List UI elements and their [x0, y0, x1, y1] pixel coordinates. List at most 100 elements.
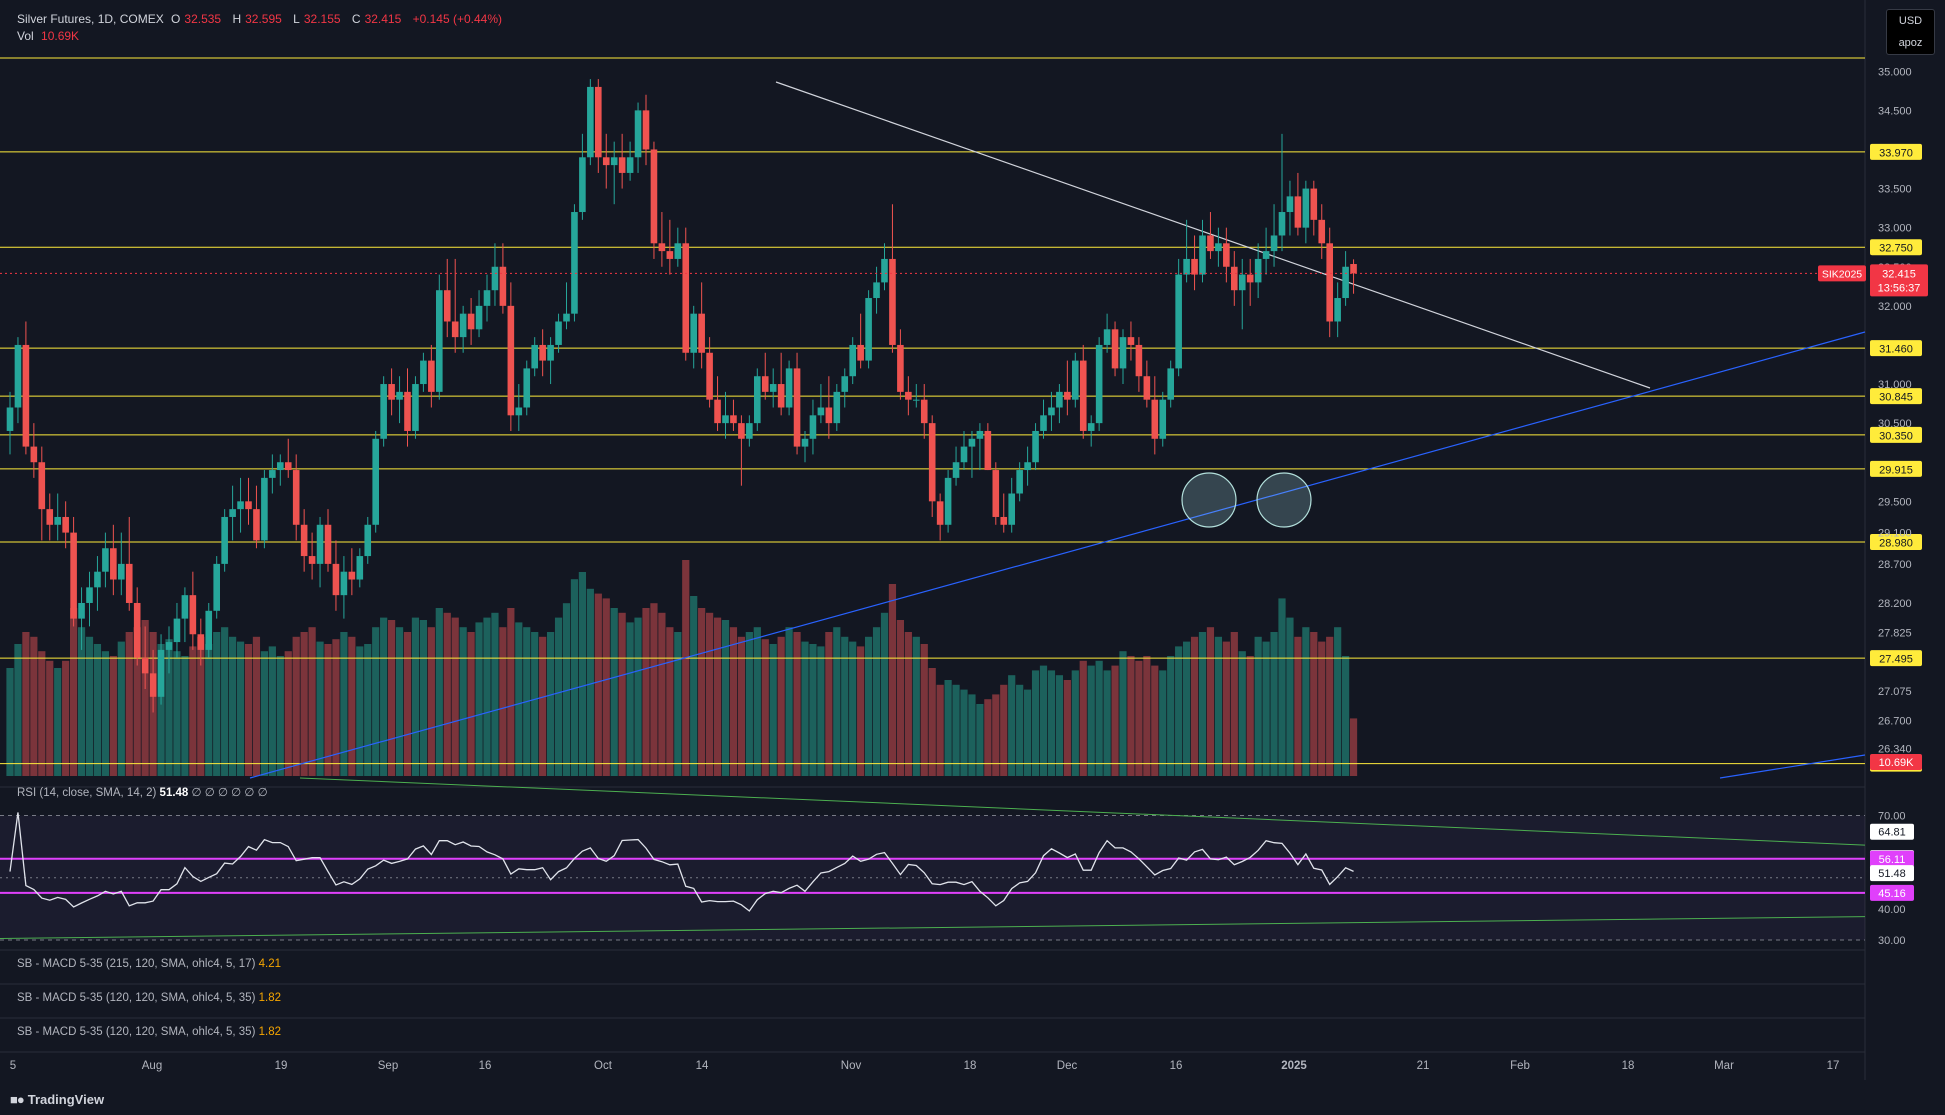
volume-bar — [610, 608, 618, 776]
volume-bar — [650, 603, 658, 776]
symbol-tag — [1818, 265, 1866, 282]
volume-bar — [602, 598, 610, 776]
candle-body — [1087, 423, 1095, 431]
price-tick-label: 31.000 — [1878, 379, 1912, 391]
rsi-legend[interactable]: RSI (14, close, SMA, 14, 2) 51.48 ∅ ∅ ∅ … — [17, 785, 268, 799]
candle-body — [364, 524, 372, 557]
symbol-tag-label: SIK2025 — [1822, 268, 1862, 280]
volume-bar — [690, 596, 698, 776]
volume-bar — [403, 632, 412, 776]
candle-body — [396, 391, 403, 400]
candle-body — [1040, 415, 1047, 431]
volume-bar — [578, 572, 586, 776]
level-tag — [1870, 388, 1922, 405]
rsi-name: RSI (14, close, SMA, 14, 2) — [17, 787, 157, 799]
volume-bar — [1214, 636, 1222, 776]
candle-body — [642, 110, 650, 150]
candle-body — [1270, 235, 1278, 252]
candle-body — [372, 438, 379, 525]
macd-legend-3[interactable]: SB - MACD 5-35 (120, 120, SMA, ohlc4, 5,… — [17, 1026, 281, 1038]
volume-bar — [769, 644, 777, 776]
candle-body — [610, 157, 618, 166]
volume-bar — [761, 639, 769, 776]
candle-body — [682, 243, 690, 353]
candle-body — [761, 376, 769, 392]
highlight-circles[interactable] — [1181, 472, 1312, 528]
candle-body — [865, 298, 872, 361]
currency-box[interactable]: USD apoz — [1886, 9, 1935, 55]
tradingview-logo[interactable]: ■● TradingView — [10, 1092, 104, 1107]
price-tick-label: 28.700 — [1878, 559, 1912, 571]
volume-tag-label: 10.69K — [1879, 757, 1915, 769]
volume-bar — [1238, 651, 1246, 776]
candle-body — [650, 149, 658, 244]
volume-bar — [197, 636, 205, 776]
candle-body — [1350, 264, 1357, 274]
candle-body — [62, 516, 69, 533]
candle-body — [300, 524, 308, 557]
rsi-value-tag — [1870, 884, 1914, 901]
volume-bar — [539, 636, 547, 776]
volume-bar — [952, 684, 960, 776]
volume-bar — [125, 632, 133, 776]
candle-body — [1238, 274, 1246, 291]
candle-body — [602, 157, 610, 166]
candle-body — [237, 501, 244, 510]
volume-bar — [1103, 670, 1111, 776]
volume-bar — [984, 699, 992, 776]
volume-bar — [46, 660, 54, 776]
price-tick-label: 26.700 — [1878, 715, 1912, 727]
candle-body — [1334, 298, 1341, 322]
time-axis[interactable]: 5 Aug 19 Sep 16 Oct 14 Nov 18 Dec 16 2025 21 Feb 18 Mar… — [10, 1060, 1840, 1072]
level-tag-label: 30.845 — [1879, 392, 1913, 404]
candle-body — [14, 344, 22, 408]
rsi-line — [9, 812, 1354, 912]
macd-value: 1.82 — [258, 992, 282, 1004]
volume-bar — [308, 627, 316, 776]
candle-body — [420, 360, 427, 385]
price-axis[interactable]: 35.00034.50033.50033.00032.50032.00031.0… — [0, 66, 1928, 770]
candle-body — [451, 321, 459, 338]
volume-bar — [1143, 656, 1151, 776]
volume-bar — [1055, 675, 1063, 776]
candle-body — [1215, 243, 1222, 252]
volume-bar — [54, 668, 62, 776]
time-tick-label: 18 — [1622, 1060, 1635, 1072]
volume-bar — [1206, 627, 1215, 776]
volume-bar — [1167, 656, 1175, 776]
volume-bar — [252, 636, 261, 776]
macd-legend-2[interactable]: SB - MACD 5-35 (120, 120, SMA, ohlc4, 5,… — [17, 992, 281, 1004]
volume-header: Vol 10.69K — [17, 29, 83, 43]
volume-bar — [276, 656, 284, 776]
candle-body — [459, 313, 467, 338]
candle-body — [1159, 399, 1167, 439]
candle-body — [165, 642, 173, 650]
volume-bar — [872, 627, 881, 776]
volume-bar — [411, 617, 420, 776]
volume-bar — [133, 627, 141, 776]
trend-lines[interactable] — [249, 81, 1866, 779]
volume-bar — [809, 644, 817, 776]
candle-body — [78, 602, 85, 619]
rsi-value-tag-label: 51.48 — [1878, 868, 1906, 880]
volume-bar — [849, 641, 857, 776]
macd-legend-1[interactable]: SB - MACD 5-35 (215, 120, SMA, ohlc4, 5,… — [17, 958, 281, 970]
c-label: C — [351, 12, 361, 26]
candle-body — [1008, 493, 1015, 525]
price-tag-label: 32.415 — [1882, 268, 1916, 280]
time-tick-label: Aug — [142, 1060, 162, 1072]
rsi-value-tag — [1870, 850, 1914, 867]
rsi-value-tag — [1870, 865, 1914, 882]
candle-body — [213, 563, 220, 611]
candle-body — [1024, 462, 1031, 471]
macd-name: SB - MACD 5-35 (120, 120, SMA, ohlc4, 5,… — [17, 992, 256, 1004]
candle-body — [944, 477, 952, 525]
volume-bar — [356, 646, 364, 776]
lower-trendline — [1719, 754, 1866, 779]
horizontal-levels[interactable]: 33.970 32.750 31.460 30.845 30.350 29.915 28.9… — [0, 143, 1922, 772]
volume-bar — [912, 636, 920, 776]
rsi-tick-label: 70.00 — [1878, 811, 1906, 823]
volume-bar — [785, 627, 793, 776]
volume-bar — [1254, 636, 1262, 776]
